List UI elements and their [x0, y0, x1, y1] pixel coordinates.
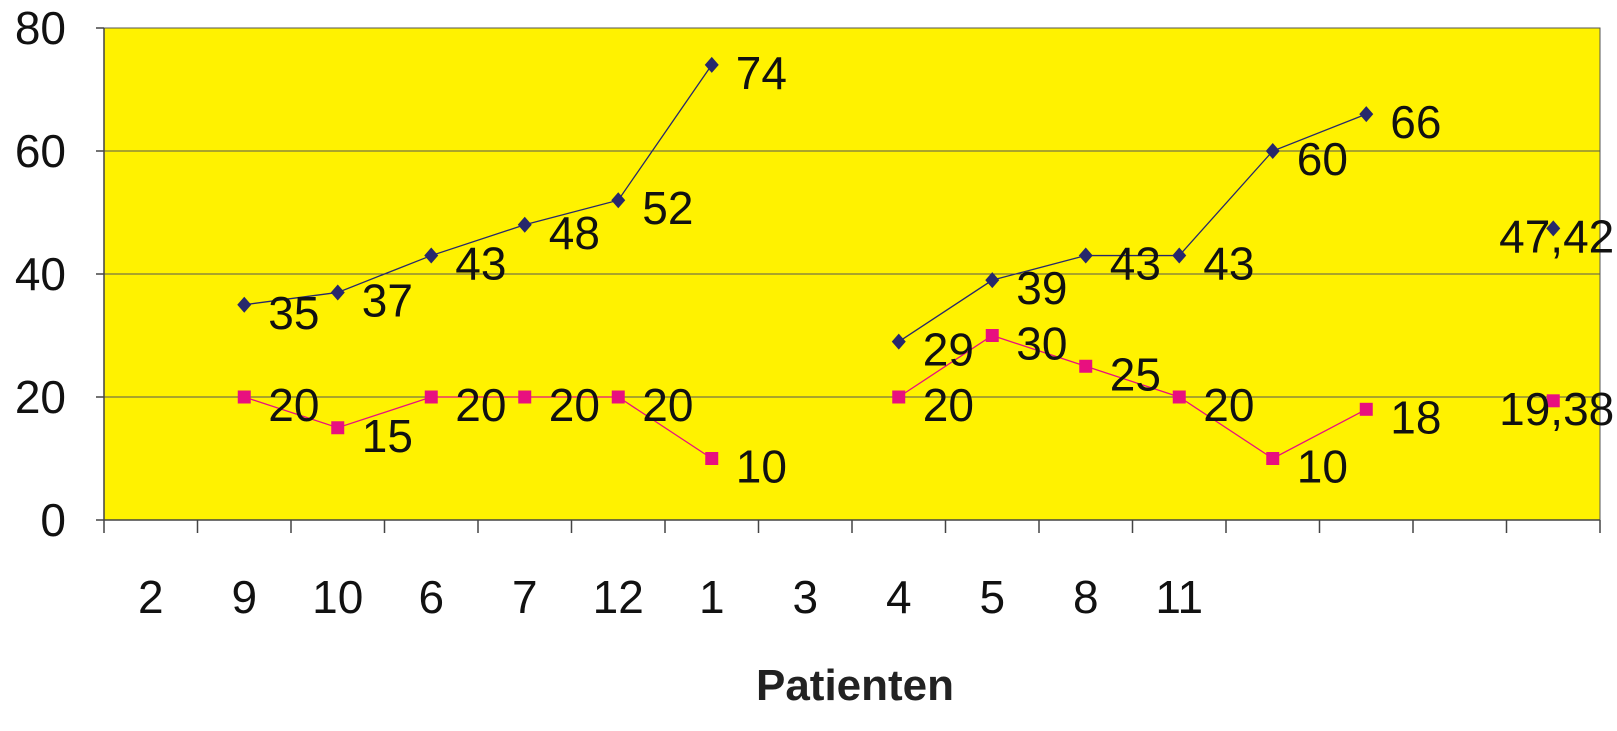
x-tick-label: 7 — [512, 571, 538, 623]
x-tick-label: 8 — [1073, 571, 1099, 623]
data-label: 47,42 — [1499, 210, 1614, 262]
x-axis-title: Patienten — [756, 661, 954, 710]
data-label: 43 — [1110, 238, 1161, 290]
data-label: 43 — [1203, 238, 1254, 290]
data-point — [237, 390, 251, 404]
x-tick-label: 10 — [312, 571, 363, 623]
gridlines — [104, 27, 1600, 398]
data-label: 43 — [455, 238, 506, 290]
x-tick-label: 1 — [699, 571, 725, 623]
data-label: 66 — [1390, 96, 1441, 148]
data-label: 10 — [1297, 441, 1348, 493]
series-1 — [237, 56, 1561, 350]
y-tick-label: 40 — [15, 248, 66, 300]
data-label: 74 — [736, 47, 787, 99]
data-label: 20 — [642, 379, 693, 431]
series-line — [244, 396, 713, 460]
data-point — [1266, 452, 1280, 465]
x-tick-label: 12 — [593, 571, 644, 623]
x-tick-label: 3 — [792, 571, 818, 623]
data-label: 20 — [923, 379, 974, 431]
data-label: 15 — [362, 410, 413, 462]
data-label: 29 — [923, 324, 974, 376]
data-label: 18 — [1390, 391, 1441, 443]
data-point — [1359, 402, 1373, 416]
data-point — [1546, 220, 1561, 237]
data-point — [1546, 394, 1560, 408]
data-point — [1359, 106, 1374, 123]
data-label: 10 — [736, 441, 787, 493]
data-label: 20 — [268, 379, 319, 431]
series-layer — [237, 56, 1561, 465]
data-point — [705, 452, 719, 465]
x-tick-label: 2 — [138, 571, 164, 623]
y-tick-label: 20 — [15, 371, 66, 423]
x-tick-label: 6 — [418, 571, 444, 623]
series-2 — [237, 329, 1560, 465]
x-tick-label: 4 — [886, 571, 912, 623]
x-tick-label: 11 — [1155, 571, 1203, 623]
data-point — [985, 272, 1000, 289]
data-label: 37 — [362, 274, 413, 326]
data-point — [517, 216, 532, 233]
data-point — [424, 390, 438, 404]
data-point — [611, 192, 626, 209]
data-label: 19,38 — [1499, 383, 1614, 435]
series-line — [898, 334, 1367, 460]
data-label: 52 — [642, 182, 693, 234]
data-label: 60 — [1297, 133, 1348, 185]
y-tick-label: 0 — [40, 494, 66, 546]
data-label: 20 — [1203, 379, 1254, 431]
y-tick-label: 80 — [15, 2, 66, 54]
y-tick-label: 60 — [15, 125, 66, 177]
series-line — [244, 64, 713, 306]
data-point — [1078, 247, 1093, 264]
data-point — [330, 284, 345, 301]
data-point — [1172, 390, 1186, 404]
data-point — [331, 421, 345, 435]
data-label: 35 — [268, 287, 319, 339]
data-labels: 35 37 43 48 52 74 29 39 43 43 60 66 47,42 20 15 20 20 20 1… — [268, 47, 1614, 493]
data-point — [1265, 143, 1280, 159]
data-label: 30 — [1016, 318, 1067, 370]
x-tick-label: 5 — [979, 571, 1005, 623]
data-point — [518, 390, 532, 404]
data-point — [704, 56, 719, 73]
data-point — [985, 329, 999, 342]
data-point — [611, 390, 625, 404]
data-point — [1172, 247, 1187, 264]
y-tick-labels: 0 20 40 60 80 — [15, 2, 66, 546]
data-label: 39 — [1016, 262, 1067, 314]
data-label: 25 — [1110, 348, 1161, 400]
data-point — [892, 390, 906, 404]
data-label: 20 — [549, 379, 600, 431]
data-label: 48 — [549, 207, 600, 259]
data-point — [1079, 359, 1093, 373]
data-point — [237, 296, 252, 313]
x-tick-label: 9 — [231, 571, 257, 623]
axes — [96, 27, 1601, 533]
x-tick-labels: 2 9 10 6 7 12 1 3 4 5 8 11 — [138, 571, 1203, 623]
series-line — [898, 113, 1367, 343]
data-point — [891, 333, 906, 350]
data-label: 20 — [455, 379, 506, 431]
data-point — [424, 247, 439, 264]
